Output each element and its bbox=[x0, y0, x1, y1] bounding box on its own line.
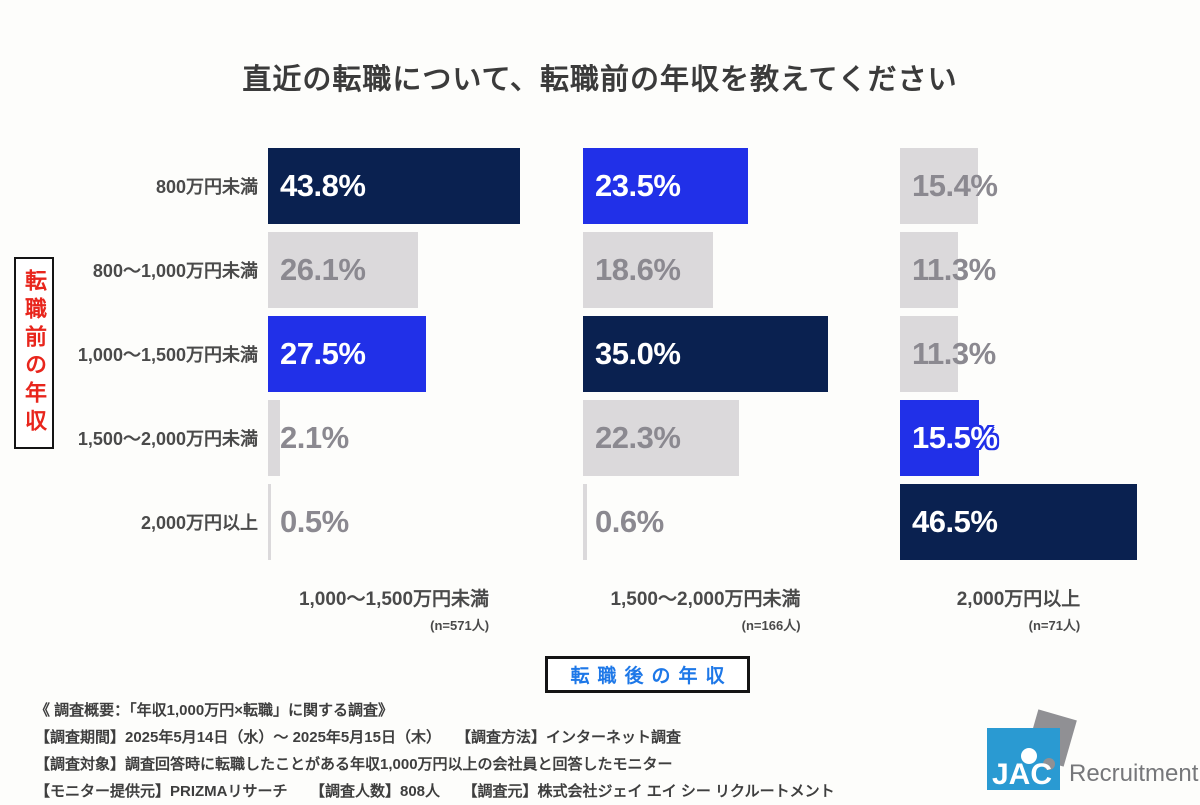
bar-value-label: 26.1% bbox=[280, 252, 366, 287]
x-axis-label: 転職後の年収 bbox=[570, 666, 733, 687]
column-sample-size: (n=571人) bbox=[430, 618, 490, 633]
bar-value-label: 0.6% bbox=[595, 504, 664, 539]
bar-value-label: 27.5% bbox=[280, 336, 366, 371]
bar-row: 27.5% bbox=[268, 316, 520, 392]
bar-row: 11.3% bbox=[900, 316, 1137, 392]
bar-value-label: 11.3% bbox=[912, 336, 996, 371]
column-category-label: 2,000万円以上 bbox=[956, 589, 1081, 610]
row-label: 800万円未満 bbox=[155, 177, 258, 197]
survey-notes: 《 調査概要：「年収1,000万円×転職」に関する調査》【調査期間】2025年5… bbox=[35, 697, 835, 805]
bar bbox=[583, 148, 748, 224]
bar bbox=[900, 316, 958, 392]
bar-column: 23.5% 18.6% 35.0% 22.3% 0.6% bbox=[583, 148, 828, 560]
x-axis-label-box: 転職後の年収 bbox=[545, 656, 750, 693]
bar-row: 15.5% bbox=[900, 400, 1137, 476]
puzzle-knob-icon bbox=[1021, 748, 1037, 764]
bar-row: 26.1% bbox=[268, 232, 520, 308]
bar-value-label: 2.1% bbox=[280, 420, 349, 455]
survey-note-line: 《 調査概要：「年収1,000万円×転職」に関する調査》 bbox=[35, 702, 393, 719]
bar bbox=[268, 400, 281, 476]
bar-row: 23.5% bbox=[583, 148, 828, 224]
bar-value-label: 46.5% bbox=[912, 504, 998, 539]
bar-row: 0.6% bbox=[583, 484, 828, 560]
column-footer: 2,000万円以上 (n=71人) bbox=[900, 584, 1137, 635]
logo-recruitment-text: Recruitment bbox=[1069, 760, 1199, 787]
bar-value-label: 23.5% bbox=[595, 168, 681, 203]
column-category-label: 1,500～2,000万円未満 bbox=[610, 589, 801, 610]
survey-note-line: 【モニター提供元】PRIZMAリサーチ 【調査人数】808人 【調査元】株式会社… bbox=[35, 783, 835, 800]
bar-value-label: 18.6% bbox=[595, 252, 681, 287]
bar bbox=[268, 484, 271, 560]
bar-value-label: 0.5% bbox=[280, 504, 349, 539]
bar-value-label: 43.8% bbox=[280, 168, 366, 203]
bar-row: 35.0% bbox=[583, 316, 828, 392]
bar-row: 46.5% bbox=[900, 484, 1137, 560]
survey-note-line: 【調査対象】調査回答時に転職したことがある年収1,000万円以上の会社員と回答し… bbox=[35, 756, 673, 773]
bar-value-label: 35.0% bbox=[595, 336, 681, 371]
column-sample-size: (n=166人) bbox=[741, 618, 801, 633]
bar-row: 43.8% bbox=[268, 148, 520, 224]
bar bbox=[900, 400, 979, 476]
survey-note-line: 【調査期間】2025年5月14日（水）～ 2025年5月15日（木） 【調査方法… bbox=[35, 729, 681, 746]
bar bbox=[583, 316, 828, 392]
chart-title: 直近の転職について、転職前の年収を教えてください bbox=[242, 64, 958, 96]
column-sample-size: (n=71人) bbox=[1028, 618, 1081, 633]
bar bbox=[900, 232, 958, 308]
bar-row: 0.5% bbox=[268, 484, 520, 560]
bar-column: 15.4% 11.3% 11.3% 15.5% 46.5% bbox=[900, 148, 1137, 560]
column-category-label: 1,000～1,500万円未満 bbox=[298, 589, 490, 610]
bar-row: 15.4% bbox=[900, 148, 1137, 224]
row-label: 1,000～1,500万円未満 bbox=[77, 345, 258, 365]
logo-jac-text: JAC bbox=[992, 758, 1053, 791]
jac-recruitment-logo: JAC Recruitment bbox=[985, 709, 1199, 794]
row-label: 2,000万円以上 bbox=[140, 513, 258, 533]
puzzle-knob-small-icon bbox=[1043, 758, 1055, 770]
y-axis-label: 転職前の年収 bbox=[22, 269, 47, 437]
bar-row: 22.3% bbox=[583, 400, 828, 476]
bar-row: 18.6% bbox=[583, 232, 828, 308]
row-label: 800～1,000万円未満 bbox=[92, 261, 258, 281]
y-axis-label-box: 転職前の年収 bbox=[14, 257, 54, 449]
bar bbox=[268, 316, 427, 392]
bar-row: 11.3% bbox=[900, 232, 1137, 308]
bar-value-label: 15.5% bbox=[912, 420, 998, 455]
bar-value-label: 22.3% bbox=[595, 420, 681, 455]
bar-value-label: 11.3% bbox=[912, 252, 996, 287]
bar-row: 2.1% bbox=[268, 400, 520, 476]
bar bbox=[583, 232, 714, 308]
bar bbox=[583, 484, 588, 560]
bar-value-label: 15.4% bbox=[912, 168, 998, 203]
column-footer: 1,000～1,500万円未満 (n=571人) bbox=[268, 584, 520, 635]
column-footer: 1,500～2,000万円未満 (n=166人) bbox=[583, 584, 828, 635]
bar bbox=[583, 400, 740, 476]
bar bbox=[900, 484, 1137, 560]
row-label: 1,500～2,000万円未満 bbox=[77, 429, 258, 449]
bar bbox=[268, 148, 520, 224]
bar-column: 43.8% 26.1% 27.5% 2.1% 0.5% bbox=[268, 148, 520, 560]
bar bbox=[268, 232, 419, 308]
bar bbox=[900, 148, 979, 224]
